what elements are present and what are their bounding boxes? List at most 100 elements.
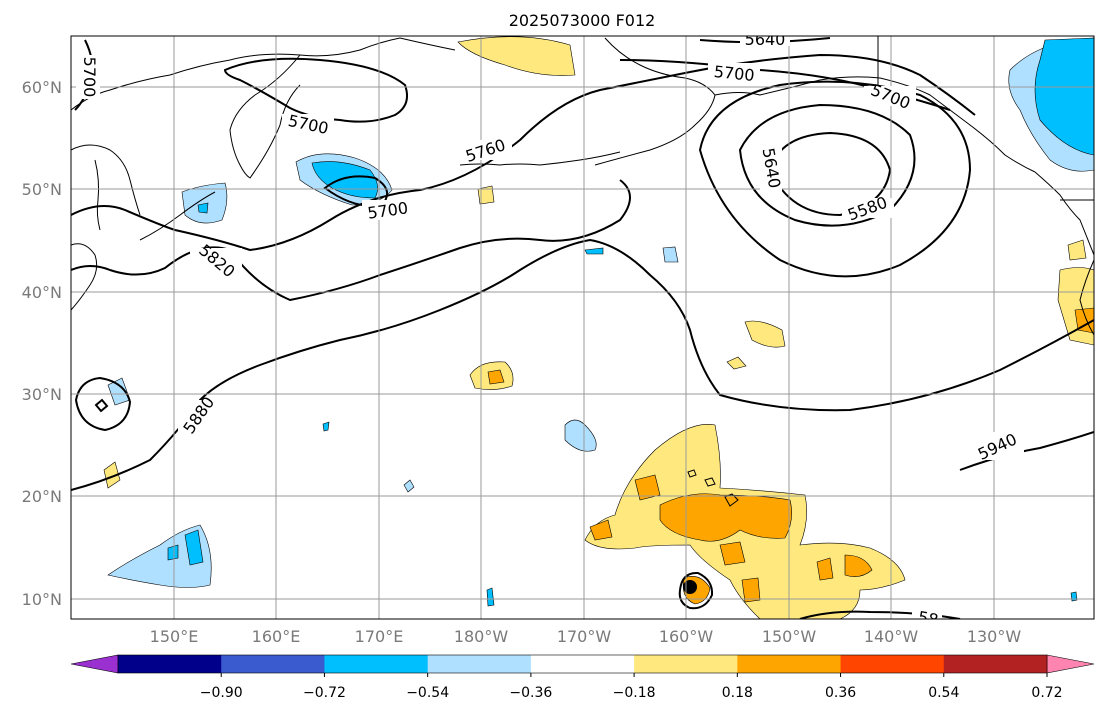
colorbar-swatch: [118, 655, 222, 673]
negative-anomaly-central-2: [662, 246, 679, 263]
positive-anomaly-small-1: [477, 185, 495, 205]
positive-anomaly-hawaii-core-3: [719, 541, 746, 566]
coast-alaska-south: [714, 76, 1036, 173]
coast-japan: [71, 243, 98, 311]
contour-5640-outer: [698, 80, 972, 278]
coast-hawaii-2: [704, 477, 716, 487]
negative-anomaly-central-1: [564, 419, 597, 452]
contour-5880: [71, 238, 1094, 491]
lon-label: 170°E: [355, 627, 404, 646]
colorbar-swatch: [324, 655, 429, 673]
positive-anomaly-central-core: [487, 369, 505, 385]
coast-okhotsk: [71, 144, 141, 216]
contour-label: 5640: [745, 30, 786, 49]
colorbar-swatch: [530, 655, 635, 673]
contour-5820: [71, 179, 631, 302]
negative-anomaly-small-3: [403, 479, 415, 493]
lat-label: 40°N: [22, 283, 62, 302]
negative-anomaly-small-2: [486, 587, 495, 607]
coast-siberia: [71, 37, 401, 111]
colorbar-tick-label: 0.36: [825, 685, 856, 701]
negative-anomaly-west-south: [107, 524, 212, 588]
lon-label: 150°E: [150, 627, 199, 646]
coast-sakhalin: [94, 159, 101, 231]
lat-label: 60°N: [22, 78, 62, 97]
colorbar-tick-label: −0.54: [406, 685, 449, 701]
colorbar-extend-low: [70, 654, 119, 674]
colorbar-extend-high: [1046, 654, 1095, 674]
colorbar-swatch: [427, 655, 532, 673]
contour-5700-kamchatka: [223, 57, 408, 123]
coast-hawaii-3: [687, 469, 697, 478]
negative-anomaly-gulf-alaska-core: [1034, 37, 1094, 156]
contour-5940: [959, 431, 1094, 471]
colorbar-swatch: [840, 655, 945, 673]
lat-label: 20°N: [22, 487, 62, 506]
colorbar: −0.90 −0.72 −0.54 −0.36 −0.18 0.18 0.36 0.54 0.7…: [70, 654, 1095, 701]
cyclone-center: [683, 580, 697, 594]
lon-label: 160°W: [659, 627, 714, 646]
lat-label: 10°N: [22, 590, 62, 609]
contour-5700-small: [323, 175, 389, 207]
map-frame: [70, 35, 1095, 620]
map-title: 2025073000 F012: [509, 11, 656, 30]
colorbar-tick-label: 0.18: [722, 685, 753, 701]
lon-label: 140°W: [864, 627, 919, 646]
colorbar-frame: [117, 654, 1048, 674]
negative-anomaly-japan-core: [197, 202, 209, 214]
positive-anomaly-east-pacific-2: [726, 356, 747, 370]
colorbar-swatch: [221, 655, 325, 673]
coast-us-west: [1079, 259, 1094, 336]
contour-cyclone-outer: [678, 571, 714, 610]
colorbar-tick-label: 0.54: [928, 685, 959, 701]
negative-anomaly-west-south-core-2: [167, 544, 179, 561]
positive-anomaly-south-core: [844, 554, 873, 577]
negative-anomaly-west-south-core: [184, 529, 204, 566]
colorbar-tick-label: −0.18: [613, 685, 656, 701]
positive-anomaly-south-core-3: [741, 577, 761, 603]
map-area: 5640 5700 5700 5700 5700 5700 5760 5640 …: [71, 30, 1094, 629]
contour-label: 58: [917, 607, 940, 629]
colorbar-tick-label: −0.90: [200, 685, 243, 701]
negative-anomaly-japan: [181, 182, 228, 224]
lon-label: 180°W: [454, 627, 509, 646]
positive-anomaly-south-core-2: [816, 557, 834, 581]
positive-anomaly-east-pacific-1: [744, 320, 786, 348]
coastlines: [71, 36, 1094, 507]
negative-anomaly-small-4: [322, 421, 330, 432]
coast-british-columbia: [1034, 171, 1094, 256]
contour-west-low-inner: [94, 398, 109, 413]
colorbar-tick-label: −0.36: [509, 685, 552, 701]
lon-label: 150°W: [762, 627, 817, 646]
lon-label: 170°W: [557, 627, 612, 646]
coast-kamchatka: [229, 54, 301, 179]
coast-kurils: [139, 191, 216, 241]
lon-label: 130°W: [967, 627, 1022, 646]
colorbar-swatch: [634, 655, 738, 673]
height-contours: [71, 37, 1094, 619]
longitude-labels: 150°E 160°E 170°E 180°W 170°W 160°W 150°…: [150, 627, 1022, 646]
coast-hawaii-1: [724, 493, 739, 507]
contour-west-low-outer: [74, 376, 132, 432]
coast-aleutians: [459, 151, 621, 166]
gridlines: [71, 36, 1094, 619]
contour-label: 5700: [80, 57, 99, 98]
positive-anomaly-west-coast-2: [1067, 239, 1087, 261]
contour-label-group: 5640 5700 5700 5700 5700 5700 5760 5640 …: [76, 30, 1024, 629]
latitude-labels: 60°N 50°N 40°N 30°N 20°N 10°N: [22, 78, 62, 609]
lat-label: 50°N: [22, 180, 62, 199]
lat-label: 30°N: [22, 385, 62, 404]
coast-chukotka: [399, 37, 456, 51]
colorbar-swatch: [737, 655, 842, 673]
positive-anomaly-hawaii-core-4: [589, 519, 613, 541]
colorbar-swatch: [943, 655, 1048, 673]
negative-anomaly-small-5: [1070, 591, 1078, 602]
lon-label: 160°E: [252, 627, 301, 646]
negative-anomaly-central-3: [584, 247, 604, 255]
positive-anomaly-hawaii-core: [659, 493, 792, 542]
contour-5580-low: [768, 131, 892, 217]
colorbar-tick-label: 0.72: [1031, 685, 1062, 701]
contour-label: 5700: [713, 62, 755, 85]
positive-anomaly-hawaii-core-2: [634, 474, 661, 501]
